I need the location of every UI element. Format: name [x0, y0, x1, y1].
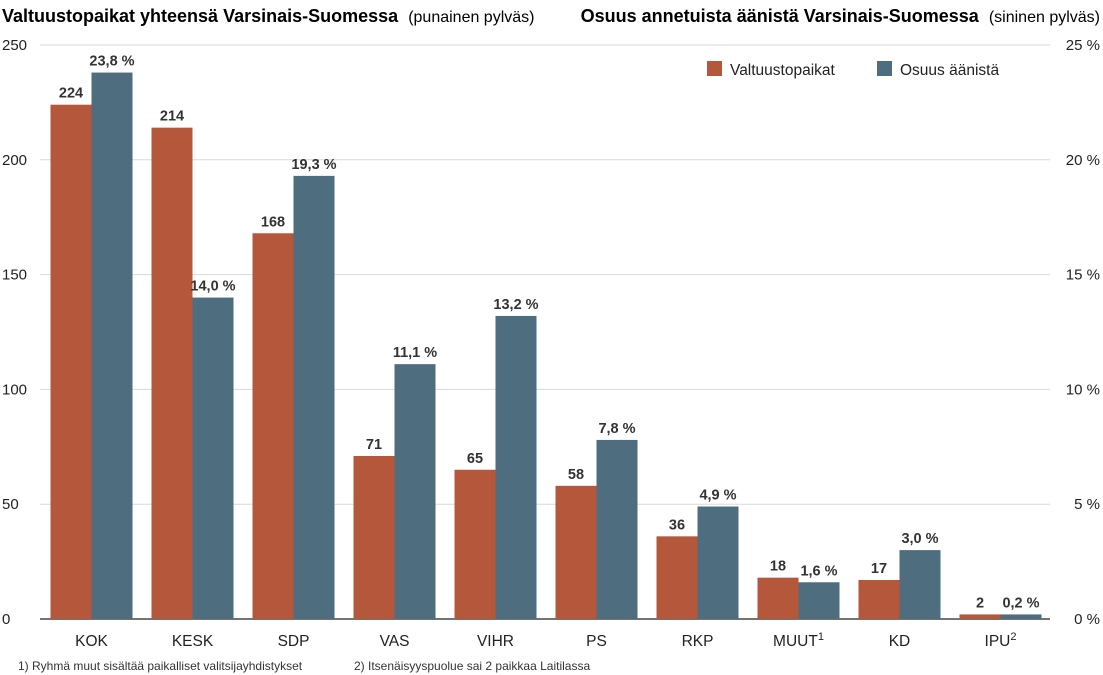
data-label-share: 7,8 %	[598, 421, 635, 437]
legend: Valtuustopaikat Osuus äänistä	[707, 61, 999, 79]
data-label-seats: 168	[261, 214, 285, 230]
right-axis-title-note: (sininen pylväs)	[989, 9, 1100, 26]
bar-seats-vihr	[454, 469, 496, 619]
data-label-share: 11,1 %	[393, 345, 437, 361]
y-right-tick-label: 20 %	[1066, 152, 1100, 169]
data-label-share: 13,2 %	[493, 297, 538, 313]
legend-label-share: Osuus äänistä	[900, 62, 999, 79]
legend-swatch-share	[877, 61, 892, 76]
bar-seats-muut	[757, 577, 799, 619]
y-left-tick-label: 100	[2, 381, 27, 398]
bar-share-sdp	[293, 175, 335, 619]
legend-swatch-seats	[707, 61, 722, 76]
bar-share-muut	[798, 582, 840, 619]
data-label-share: 19,3 %	[291, 157, 336, 173]
data-label-seats: 71	[366, 437, 382, 453]
bar-share-vas	[394, 364, 436, 619]
category-labels: KOK KESK SDP VAS VIHR PS RKP MUUT1 KD IPU2	[75, 631, 1016, 650]
data-label-share: 14,0 %	[190, 279, 235, 295]
data-label-seats: 18	[770, 559, 786, 575]
y-left-tick-label: 250	[2, 37, 27, 54]
data-label-seats: 224	[59, 86, 83, 102]
category-label: RKP	[682, 633, 714, 650]
category-label: SDP	[278, 633, 310, 650]
left-axis-title: Valtuustopaikat yhteensä Varsinais-Suome…	[2, 6, 534, 26]
data-label-share: 23,8 %	[89, 54, 134, 70]
y-right-tick-label: 5 %	[1074, 496, 1100, 513]
bars	[50, 72, 1042, 620]
data-label-seats: 36	[669, 517, 685, 533]
category-label: KESK	[172, 633, 214, 650]
data-label-seats: 17	[871, 561, 887, 577]
y-right-tick-label: 15 %	[1066, 267, 1100, 284]
bar-seats-ps	[555, 485, 597, 619]
legend-label-seats: Valtuustopaikat	[730, 62, 836, 79]
left-axis-title-note: (punainen pylväs)	[408, 9, 534, 26]
category-label: PS	[586, 633, 607, 650]
bar-seats-vas	[353, 455, 395, 619]
bar-share-kesk	[192, 297, 234, 619]
data-label-seats: 214	[160, 109, 184, 125]
data-label-seats: 58	[568, 467, 584, 483]
data-labels: 224 23,8 % 214 14,0 % 168 19,3 % 71 11,1 % 65 13,…	[59, 54, 1040, 612]
data-label-share: 3,0 %	[901, 531, 938, 547]
right-axis-title-main: Osuus annetuista äänistä Varsinais-Suome…	[581, 6, 980, 26]
y-left-tick-label: 50	[2, 496, 19, 513]
left-axis-title-main: Valtuustopaikat yhteensä Varsinais-Suome…	[2, 6, 399, 26]
y-left-tick-label: 200	[2, 152, 27, 169]
bar-seats-sdp	[252, 233, 294, 619]
data-label-seats: 2	[976, 595, 984, 611]
y-left-tick-label: 0	[2, 611, 10, 628]
footnote-1: 1) Ryhmä muut sisältää paikalliset valit…	[18, 659, 303, 673]
bar-seats-kesk	[151, 127, 193, 619]
data-label-share: 1,6 %	[800, 563, 837, 579]
y-right-tick-label: 25 %	[1066, 37, 1100, 54]
bar-share-ps	[596, 439, 638, 619]
bar-share-kok	[91, 72, 133, 619]
category-footnote-marker: 2	[1010, 631, 1016, 643]
category-label: KOK	[75, 633, 108, 650]
category-label: IPU2	[985, 631, 1017, 650]
bar-share-rkp	[697, 506, 739, 619]
bar-share-kd	[899, 550, 941, 619]
bar-seats-kd	[858, 579, 900, 619]
data-label-share: 4,9 %	[699, 487, 736, 503]
y-left-tick-label: 150	[2, 267, 27, 284]
y-right-tick-label: 10 %	[1066, 381, 1100, 398]
category-label: KD	[889, 633, 911, 650]
data-label-seats: 65	[467, 451, 483, 467]
y-right-tick-label: 0 %	[1074, 611, 1100, 628]
bar-seats-rkp	[656, 536, 698, 619]
data-label-share: 0,2 %	[1002, 595, 1039, 611]
bar-seats-kok	[50, 104, 92, 620]
footnote-2: 2) Itsenäisyyspuolue sai 2 paikkaa Laiti…	[354, 659, 590, 673]
bar-seats-ipu	[959, 614, 1001, 619]
axis-ticks: 0 0 % 50 5 % 100 10 % 150 15 % 200 20 % 250 25 %	[2, 37, 1100, 628]
bar-share-vihr	[495, 315, 537, 619]
category-footnote-marker: 1	[818, 631, 824, 643]
bar-share-ipu	[1000, 614, 1042, 619]
category-label: MUUT1	[773, 631, 824, 650]
category-label: VIHR	[477, 633, 514, 650]
right-axis-title: Osuus annetuista äänistä Varsinais-Suome…	[581, 6, 1100, 26]
category-label: VAS	[380, 633, 410, 650]
